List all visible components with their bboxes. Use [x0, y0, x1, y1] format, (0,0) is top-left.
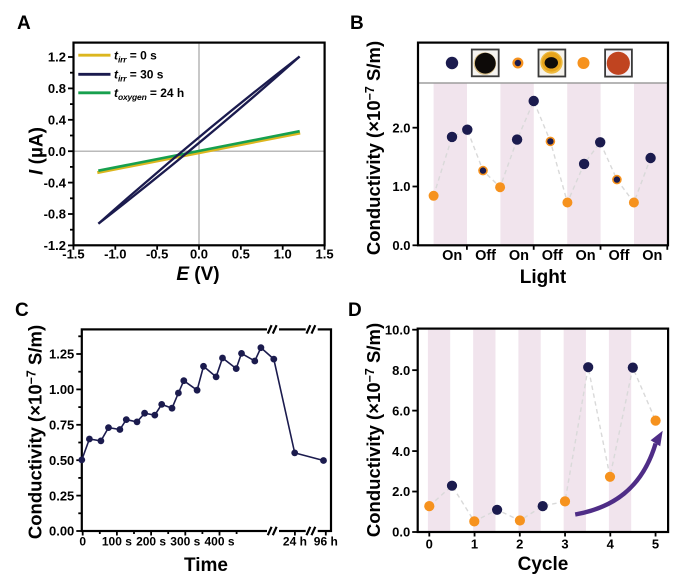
svg-text:-1.5: -1.5 — [62, 246, 84, 261]
svg-text:E (V): E (V) — [176, 264, 219, 285]
svg-text:6.0: 6.0 — [392, 403, 410, 418]
svg-text:96 h: 96 h — [314, 535, 338, 549]
svg-text:0.0: 0.0 — [190, 246, 208, 261]
svg-text:A: A — [17, 13, 31, 34]
svg-text:Conductivity (×10−7 S/m): Conductivity (×10−7 S/m) — [363, 323, 384, 537]
svg-text:2.0: 2.0 — [392, 120, 410, 135]
svg-text:0.0: 0.0 — [48, 144, 66, 159]
svg-text:0.4: 0.4 — [48, 113, 67, 128]
svg-text:0: 0 — [426, 537, 433, 552]
svg-text:On: On — [576, 248, 596, 264]
svg-text:1.25: 1.25 — [49, 347, 74, 362]
svg-text:0: 0 — [79, 535, 86, 549]
svg-text:On: On — [442, 248, 462, 264]
svg-text:0.50: 0.50 — [49, 453, 74, 468]
svg-text:On: On — [642, 248, 662, 264]
svg-text:-1.2: -1.2 — [44, 238, 66, 253]
svg-text:5: 5 — [652, 537, 659, 552]
svg-text:1.0: 1.0 — [274, 246, 292, 261]
svg-text:-0.4: -0.4 — [44, 175, 67, 190]
svg-text:Conductivity (×10−7 S/m): Conductivity (×10−7 S/m) — [363, 41, 384, 255]
svg-text:B: B — [350, 13, 364, 34]
svg-text:0.00: 0.00 — [49, 524, 74, 539]
svg-text:1: 1 — [471, 537, 478, 552]
svg-text:0.5: 0.5 — [232, 246, 250, 261]
svg-text:300 s: 300 s — [170, 535, 200, 549]
svg-text:10.0: 10.0 — [385, 322, 410, 337]
svg-text:0.0: 0.0 — [392, 525, 410, 540]
svg-text:C: C — [15, 300, 29, 321]
svg-text:1.00: 1.00 — [49, 382, 74, 397]
svg-text:Time: Time — [184, 555, 228, 576]
svg-text:1.2: 1.2 — [48, 50, 66, 65]
svg-text:24 h: 24 h — [283, 535, 307, 549]
svg-text:0.8: 0.8 — [48, 81, 66, 96]
svg-text:400 s: 400 s — [204, 535, 234, 549]
svg-text:-1.0: -1.0 — [104, 246, 126, 261]
svg-text:D: D — [348, 300, 362, 321]
svg-text:200 s: 200 s — [136, 535, 166, 549]
svg-text:1.5: 1.5 — [316, 246, 334, 261]
svg-text:tirr = 0 s: tirr = 0 s — [114, 49, 157, 65]
svg-text:Off: Off — [542, 248, 563, 264]
svg-text:Conductivity (×10−7 S/m): Conductivity (×10−7 S/m) — [25, 325, 46, 539]
svg-text:1.0: 1.0 — [392, 179, 410, 194]
svg-text:-0.5: -0.5 — [146, 246, 168, 261]
svg-text:I (µA): I (µA) — [27, 127, 48, 175]
svg-text:100 s: 100 s — [102, 535, 132, 549]
svg-text:-0.8: -0.8 — [44, 207, 66, 222]
svg-text:tirr = 30 s: tirr = 30 s — [114, 68, 164, 84]
svg-text:toxygen = 24 h: toxygen = 24 h — [114, 86, 184, 102]
svg-text:2.0: 2.0 — [392, 484, 410, 499]
svg-text:Off: Off — [475, 248, 496, 264]
svg-text:3: 3 — [561, 537, 568, 552]
svg-text:0.75: 0.75 — [49, 418, 74, 433]
svg-text:Cycle: Cycle — [518, 554, 569, 575]
svg-text:0.25: 0.25 — [49, 488, 74, 503]
svg-text:On: On — [509, 248, 529, 264]
svg-text:8.0: 8.0 — [392, 363, 410, 378]
svg-text:4.0: 4.0 — [392, 444, 410, 459]
svg-text:0.0: 0.0 — [392, 238, 410, 253]
svg-text:Off: Off — [608, 248, 629, 264]
svg-text:Light: Light — [520, 267, 567, 288]
svg-text:4: 4 — [607, 537, 615, 552]
svg-text:2: 2 — [516, 537, 523, 552]
